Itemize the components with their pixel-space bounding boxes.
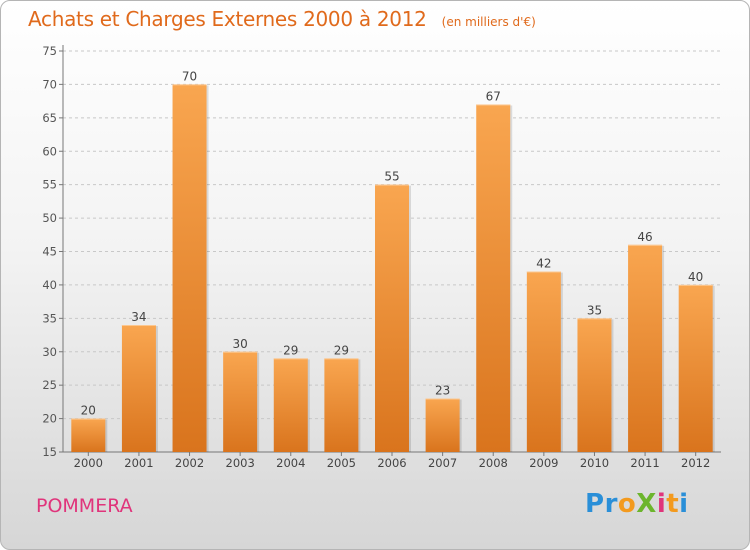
bar [375,184,409,452]
bar-value-label: 40 [688,270,703,284]
bar [71,418,106,452]
y-tick-label: 25 [42,378,57,392]
chart-title-row: Achats et Charges Externes 2000 à 2012 (… [28,7,536,31]
bar-value-label: 29 [283,343,298,357]
y-tick-label: 40 [42,278,57,292]
x-tick-label: 2000 [74,456,103,470]
bar-layer [71,84,715,453]
bar-value-label: 46 [637,230,652,244]
logo-letter: X [636,489,657,519]
y-tick-label: 70 [42,77,57,91]
logo-letter: i [656,489,667,519]
bar [273,358,308,452]
x-tick-label: 2009 [529,456,558,470]
bar-value-label: 42 [536,257,551,271]
bar [223,351,258,452]
y-tick-label: 50 [42,211,57,225]
x-tick-label: 2007 [428,456,457,470]
logo-letter: o [617,489,637,519]
x-tick-label: 2005 [327,456,356,470]
bar [577,318,612,452]
x-tick-label: 2001 [124,456,153,470]
y-tick-label: 45 [42,245,57,259]
y-tick-label: 55 [42,178,57,192]
bar [678,284,713,452]
chart-unit: (en milliers d'€) [441,15,536,29]
bar [121,325,156,452]
x-tick-label: 2010 [580,456,609,470]
x-tick-label: 2011 [630,456,659,470]
y-tick-label: 65 [42,111,57,125]
chart-title: Achats et Charges Externes 2000 à 2012 [28,7,427,31]
logo-letter: r [604,489,618,519]
label-layer: 20 34 70 30 29 29 55 23 67 42 35 46 40 [81,69,704,417]
logo-letter: P [585,489,605,519]
bar [324,358,359,452]
y-tick-label: 35 [42,311,57,325]
y-tick-label: 60 [42,144,57,158]
x-tick-label: 2003 [226,456,255,470]
axis-layer: 15 20 25 30 35 40 45 50 55 60 65 70 75 2000 2001 2002 20… [42,44,721,470]
y-tick-label: 75 [42,44,57,58]
bar-value-label: 30 [233,337,248,351]
bar-value-label: 29 [334,343,349,357]
bar-value-label: 23 [435,384,450,398]
x-tick-label: 2006 [377,456,406,470]
bar [172,84,207,453]
logo-letter: t [666,489,680,519]
y-tick-label: 15 [42,445,57,459]
logo-letter: i [679,489,689,519]
bar-value-label: 20 [81,404,96,418]
bar [526,271,561,452]
bar [628,244,663,452]
bar [425,398,460,452]
bar-value-label: 70 [182,69,197,83]
x-tick-label: 2002 [175,456,204,470]
x-tick-label: 2012 [681,456,710,470]
bar-value-label: 55 [384,170,399,184]
y-tick-label: 20 [42,412,57,426]
bar-value-label: 34 [131,310,146,324]
location-label: POMMERA [36,495,133,517]
x-tick-label: 2004 [276,456,305,470]
bar [476,104,511,452]
x-tick-label: 2008 [479,456,508,470]
y-tick-label: 30 [42,345,57,359]
proxiti-logo: ProXiti [585,489,689,519]
bar-value-label: 35 [587,303,602,317]
bar-value-label: 67 [486,89,501,103]
